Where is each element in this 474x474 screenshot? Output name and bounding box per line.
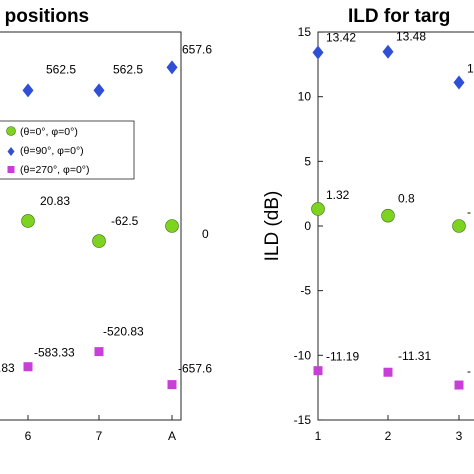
right-ytick-label: 10 [298, 90, 312, 104]
right-point-diamond [312, 45, 324, 60]
left-extra-label: .83 [0, 361, 15, 375]
right-xtick-label: 3 [456, 429, 463, 443]
right-xtick-label: 2 [385, 429, 392, 443]
right-point-diamond [382, 44, 394, 59]
right-ylabel: ILD (dB) [262, 191, 283, 262]
left-point-circle [92, 234, 106, 248]
right-data-label: 13.42 [326, 30, 356, 44]
legend-marker-circle [6, 126, 16, 136]
left-axes-box [0, 31, 182, 421]
legend: (θ=0°, φ=0°) (θ=90°, φ=0°) (θ=270°, φ=0°… [0, 120, 135, 180]
left-point-square [167, 380, 177, 390]
right-ytick-label: 15 [298, 25, 312, 39]
left-point-diamond [93, 83, 105, 98]
legend-marker-square [7, 166, 15, 173]
left-panel: r positions 6 7 A 20.83 -62.5 0 562.5 562.5 657… [0, 6, 212, 443]
right-title: ILD for targ [348, 6, 450, 27]
left-data-label: 562.5 [113, 62, 143, 76]
legend-box [0, 120, 135, 180]
right-point-square [454, 380, 464, 390]
left-point-square [94, 347, 104, 357]
left-xtick-label: 7 [96, 429, 103, 443]
right-data-label: - [467, 205, 471, 219]
right-point-diamond [453, 75, 465, 90]
legend-marker-diamond [7, 147, 15, 156]
left-point-diamond [166, 60, 178, 75]
left-point-circle [21, 214, 35, 228]
left-xtick-label: A [168, 429, 176, 443]
right-ytick-label: -10 [294, 348, 312, 362]
right-data-label: - [467, 364, 471, 378]
right-panel: ILD for targ ILD (dB) 15 10 5 0 -5 -10 -15 1 2 3… [262, 6, 474, 443]
right-data-label: 0.8 [398, 192, 415, 206]
right-point-circle [452, 219, 466, 233]
left-data-label: -657.6 [178, 362, 212, 376]
right-xtick-label: 1 [315, 429, 322, 443]
left-data-label: 20.83 [40, 194, 70, 208]
left-data-label: -583.33 [34, 346, 75, 360]
right-data-label: -11.31 [398, 349, 431, 363]
legend-entry-1: (θ=90°, φ=0°) [20, 145, 84, 157]
right-data-label: 13.48 [396, 30, 426, 44]
right-point-circle [381, 208, 395, 223]
left-data-label: 562.5 [46, 62, 76, 76]
right-data-label: 1 [467, 61, 474, 75]
left-point-diamond [22, 83, 34, 98]
right-point-square [383, 367, 393, 377]
right-data-label: -11.19 [326, 350, 359, 364]
left-data-label: 657.6 [182, 42, 212, 56]
left-data-label: -520.83 [103, 325, 144, 339]
right-point-circle [311, 202, 325, 216]
right-ytick-label: -5 [300, 284, 311, 298]
left-point-square [23, 362, 33, 372]
left-title: r positions [0, 6, 89, 27]
legend-entry-0: (θ=0°, φ=0°) [20, 126, 78, 138]
left-point-circle [165, 219, 179, 233]
right-ytick-label: -15 [294, 413, 312, 427]
left-data-label: 0 [202, 227, 209, 241]
right-data-label: 1.32 [326, 188, 350, 202]
left-data-label: -62.5 [111, 214, 139, 228]
right-point-square [313, 366, 323, 376]
right-ytick-label: 0 [304, 219, 311, 233]
legend-entry-2: (θ=270°, φ=0°) [20, 164, 90, 176]
right-ytick-label: 5 [304, 154, 311, 168]
left-xtick-label: 6 [25, 429, 32, 443]
